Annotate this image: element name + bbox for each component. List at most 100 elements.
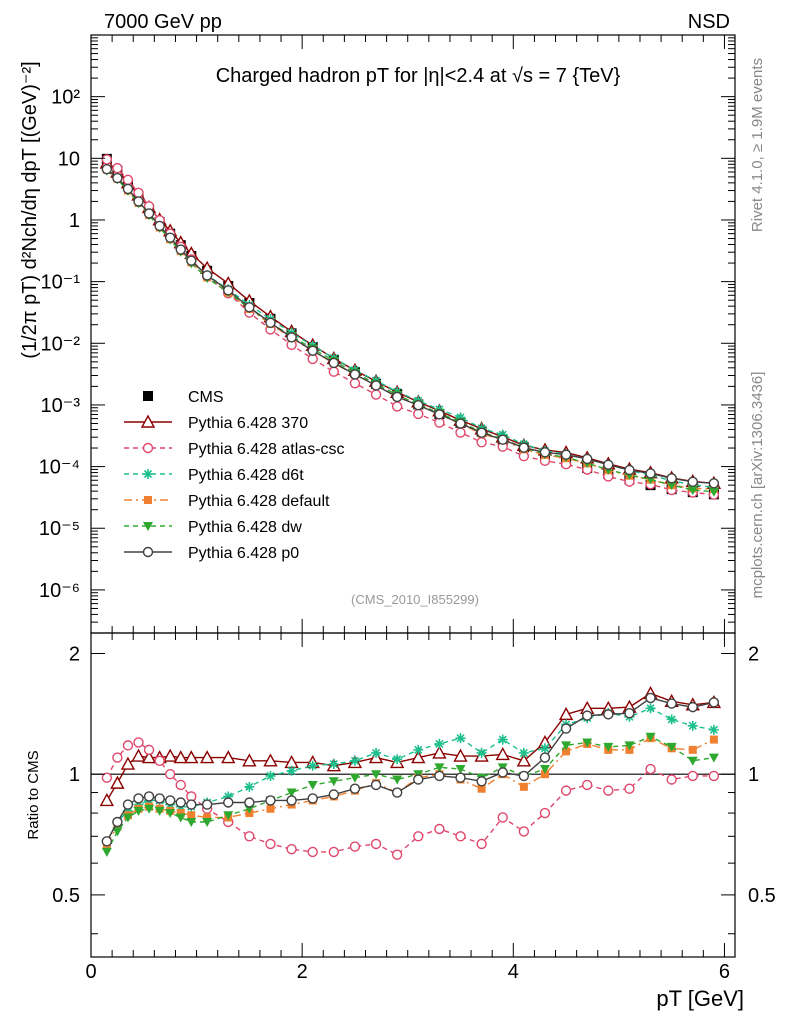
series-2-main-point: [455, 412, 466, 423]
series-1-main-point: [112, 162, 123, 174]
series-4-ratio-point: [582, 738, 593, 748]
ratio-panel-curves: [99, 685, 722, 860]
rivet-label: Rivet 4.1.0, ≥ 1.9M events: [749, 58, 766, 232]
y-tick-label: 10⁻³: [41, 395, 81, 417]
series-4-ratio-point: [202, 817, 213, 827]
series-4-ratio-point: [645, 732, 656, 742]
series-5-main-point: [265, 317, 276, 328]
series-3-ratio-line: [106, 737, 715, 845]
series-5-main-point: [708, 478, 720, 489]
series-4-ratio-point: [624, 741, 635, 751]
series-0-ratio-point: [263, 753, 278, 767]
series-3-ratio-point: [519, 782, 528, 791]
series-5-ratio-point: [112, 816, 123, 828]
series-1-ratio-point: [518, 826, 530, 837]
series-1-ratio-point: [581, 779, 593, 791]
series-1-main-point: [328, 366, 340, 377]
series-5-ratio-point: [434, 770, 445, 782]
series-0-ratio-point: [453, 748, 468, 762]
series-1-ratio-point: [434, 823, 445, 835]
series-1-main-point: [133, 187, 144, 198]
series-1-ratio-point: [349, 841, 361, 852]
series-5-ratio-point: [666, 698, 677, 709]
series-5-main-point: [101, 163, 113, 175]
series-2-ratio-line: [106, 707, 715, 842]
series-0-ratio-point: [221, 750, 236, 764]
series-5-main-point: [497, 434, 508, 445]
series-3-ratio-point: [187, 811, 196, 820]
y-tick-label: 10⁻⁶: [39, 580, 80, 602]
series-5-main-point: [112, 172, 123, 184]
series-1-ratio-point: [101, 772, 113, 783]
series-4-ratio-point: [307, 780, 318, 790]
series-3-ratio-point: [709, 735, 718, 744]
legend-label: Pythia 6.428 default: [188, 493, 330, 510]
series-1-ratio-point: [666, 774, 677, 785]
series-1-ratio-point: [370, 838, 382, 850]
series-1-main-point: [349, 378, 361, 389]
series-3-ratio-point: [562, 747, 571, 756]
series-5-main-point: [370, 380, 382, 391]
series-5-ratio-point: [223, 797, 234, 808]
series-1-ratio-point: [497, 812, 508, 823]
series-1-main-point: [101, 154, 113, 165]
series-5-ratio-point: [307, 793, 318, 804]
series-5-ratio-point: [154, 793, 165, 804]
y-tick-label: 10⁻⁴: [39, 457, 80, 479]
series-1-main-line: [106, 158, 714, 496]
series-3-ratio-point: [266, 804, 275, 813]
series-4-ratio-point: [286, 788, 297, 798]
legend-entry-series-1: Pythia 6.428 atlas-csc: [124, 441, 345, 458]
y-tick-label: 10⁻⁵: [39, 518, 80, 540]
ratio-y-axis-title: Ratio to CMS: [25, 750, 42, 839]
series-1-main-point: [476, 437, 487, 448]
series-5-main-point: [154, 220, 165, 232]
legend-label: Pythia 6.428 atlas-csc: [188, 441, 345, 458]
series-5-main-point: [223, 285, 234, 296]
series-2-ratio-point: [307, 760, 318, 771]
x-axis-title: pT [GeV]: [656, 986, 744, 1011]
series-5-ratio-point: [455, 772, 466, 783]
series-0-ratio-point: [110, 775, 125, 789]
series-4-ratio-line: [106, 735, 714, 853]
series-5-ratio-point: [286, 795, 297, 806]
series-4-ratio-point: [175, 813, 186, 823]
series-2-ratio-point: [392, 754, 403, 765]
series-5-ratio-point: [539, 752, 551, 763]
ratio-y-tick-label-right: 2: [748, 644, 759, 666]
series-1-ratio-point: [175, 779, 186, 791]
series-3-ratio-point: [203, 813, 212, 822]
series-0-ratio-point: [242, 753, 257, 767]
series-1-ratio-point: [560, 785, 572, 796]
series-5-ratio-point: [186, 799, 197, 810]
series-0-ratio-point: [141, 750, 157, 764]
series-0-ratio-point: [131, 748, 146, 762]
series-4-ratio-point: [186, 817, 197, 827]
legend-marker: [144, 496, 152, 504]
main-panel-curves: [99, 153, 722, 500]
series-2-ratio-point: [265, 770, 276, 781]
legend-entry-series-5: Pythia 6.428 p0: [124, 545, 299, 562]
series-4-ratio-point: [223, 811, 234, 821]
series-5-main-point: [122, 183, 134, 195]
series-5-ratio-point: [391, 787, 403, 798]
main-panel-frame: [90, 34, 736, 634]
series-5-ratio-line: [106, 697, 715, 842]
series-5-main-point: [434, 409, 445, 420]
y-tick-label: 10⁻²: [41, 333, 81, 355]
series-4-ratio-point: [666, 742, 677, 752]
series-4-ratio-point: [603, 742, 614, 752]
series-2-ratio-point: [223, 791, 234, 802]
header-left: 7000 GeV pp: [104, 11, 222, 33]
series-5-main-point: [476, 427, 487, 438]
series-5-ratio-point: [624, 707, 635, 719]
series-2-ratio-point: [708, 724, 719, 735]
series-0-ratio-line: [106, 692, 714, 801]
series-5-ratio-point: [244, 797, 255, 808]
series-5-main-point: [133, 196, 144, 207]
series-2-ratio-point: [645, 703, 656, 714]
series-4-main-point: [708, 487, 719, 497]
series-4-ratio-point: [112, 827, 123, 837]
series-1-main-point: [122, 174, 134, 185]
